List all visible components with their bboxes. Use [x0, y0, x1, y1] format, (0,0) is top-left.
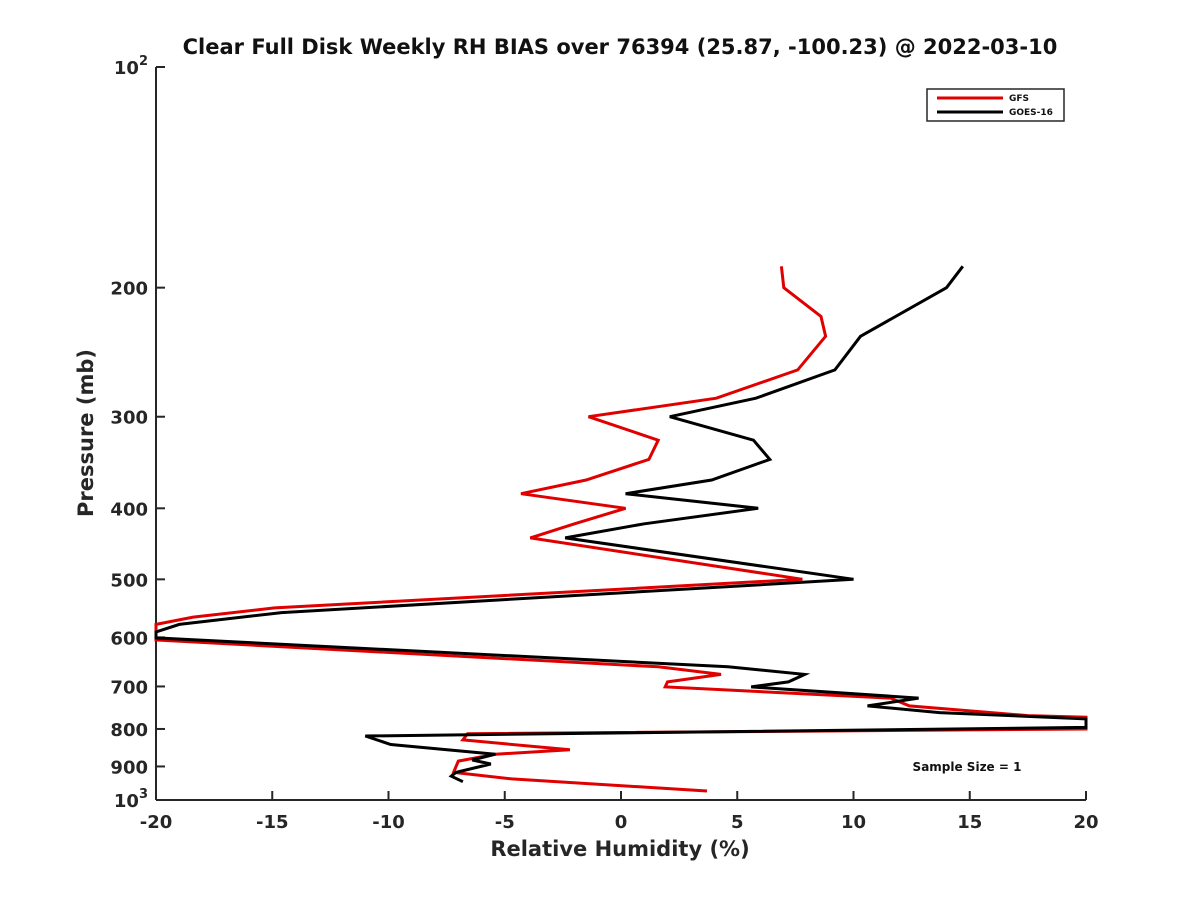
series-lines [154, 265, 1088, 793]
y-tick-label: 300 [110, 408, 148, 429]
y-tick-label: 900 [110, 757, 148, 778]
y-tick-label: 800 [110, 720, 148, 741]
y-tick-base: 10 [114, 58, 139, 79]
x-tick-label: 20 [1073, 812, 1098, 833]
y-tick-exponent: 2 [139, 54, 148, 69]
x-tick-label: 5 [731, 812, 744, 833]
y-tick-exponent: 3 [139, 787, 148, 802]
y-tick-base: 10 [114, 791, 139, 812]
y-tick-label: 500 [110, 570, 148, 591]
y-tick-label: 600 [110, 628, 148, 649]
y-tick-label: 200 [110, 279, 148, 300]
legend: GFS GOES-16 [926, 88, 1065, 122]
x-tick-label: 10 [841, 812, 866, 833]
legend-label: GOES-16 [1009, 108, 1053, 118]
y-axis-label: Pressure (mb) [74, 349, 98, 517]
x-tick-label: 0 [615, 812, 628, 833]
x-tick-label: 15 [957, 812, 982, 833]
chart-title: Clear Full Disk Weekly RH BIAS over 7639… [183, 35, 1058, 59]
sample-size-annotation: Sample Size = 1 [913, 760, 1022, 774]
x-tick-label: -20 [140, 812, 173, 833]
x-tick-label: -10 [372, 812, 405, 833]
y-tick-label: 102 [114, 54, 148, 79]
series-line-goes-16 [154, 265, 1088, 784]
y-tick-label: 700 [110, 677, 148, 698]
plot-axes: -20 -15 -10 -5 0 5 10 15 20102200300400500600700… [110, 54, 1098, 833]
x-tick-label: -5 [495, 812, 515, 833]
y-tick-label: 400 [110, 499, 148, 520]
x-tick-label: -15 [256, 812, 289, 833]
legend-label: GFS [1009, 94, 1029, 104]
y-tick-label: 103 [114, 787, 148, 812]
legend-box [926, 88, 1065, 122]
x-axis-label: Relative Humidity (%) [490, 837, 749, 861]
